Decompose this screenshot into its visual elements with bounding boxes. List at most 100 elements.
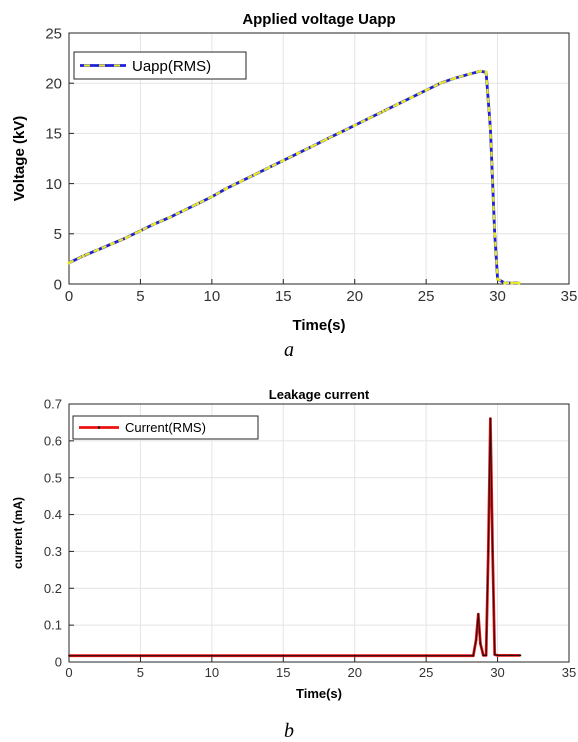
- x-tick-label: 0: [65, 665, 72, 680]
- x-tick-label: 15: [275, 288, 292, 305]
- data-point: [495, 277, 500, 281]
- data-point: [453, 76, 457, 80]
- data-point: [489, 417, 492, 420]
- data-point: [338, 130, 343, 134]
- legend-swatch-marker: [97, 426, 101, 429]
- x-tick-label: 10: [205, 665, 219, 680]
- data-point: [472, 654, 475, 657]
- chart-title: Applied voltage Uapp: [242, 11, 395, 28]
- data-point: [295, 151, 300, 156]
- data-point: [138, 229, 143, 233]
- legend: Current(RMS): [72, 415, 259, 440]
- x-tick-label: 35: [562, 665, 576, 680]
- chart-title: Leakage current: [269, 387, 370, 402]
- data-point: [95, 248, 100, 252]
- data-point: [485, 654, 488, 657]
- y-tick-label: 20: [45, 75, 62, 92]
- data-point: [381, 109, 385, 113]
- data-point: [68, 654, 70, 657]
- data-point: [479, 642, 482, 645]
- data-point: [195, 202, 200, 206]
- data-point: [353, 123, 357, 127]
- data-point: [324, 137, 328, 142]
- y-tick-label: 15: [45, 126, 62, 143]
- data-point: [467, 72, 471, 76]
- data-point: [281, 158, 285, 163]
- data-point: [488, 126, 493, 130]
- legend-label: Current(RMS): [125, 420, 206, 435]
- data-point: [475, 638, 478, 641]
- y-tick-label: 0.1: [44, 618, 62, 633]
- y-tick-label: 0.2: [44, 581, 62, 596]
- x-tick-label: 5: [136, 288, 144, 305]
- figure-caption: b: [284, 720, 294, 742]
- y-axis-label: Voltage (kV): [11, 116, 28, 202]
- legend-box: [72, 415, 259, 440]
- data-point: [487, 550, 490, 553]
- data-point: [110, 242, 114, 246]
- data-point: [81, 254, 85, 258]
- legend-label: Uapp(RMS): [132, 58, 211, 75]
- x-tick-label: 30: [489, 288, 506, 305]
- data-point: [478, 69, 483, 73]
- data-point: [153, 222, 157, 226]
- x-tick-label: 20: [346, 288, 363, 305]
- data-point: [67, 261, 71, 265]
- data-point: [410, 95, 414, 99]
- chart-2: 0 5 10 15 20 25 30 35 0 0.1 0.2 0.3 0.4 0.5 0.6 0.7 Curr…: [11, 387, 576, 742]
- axes-box: [68, 403, 570, 663]
- data-point: [510, 654, 513, 657]
- data-point: [224, 187, 228, 191]
- data-point: [253, 172, 257, 177]
- x-tick-label: 20: [347, 665, 361, 680]
- y-tick-label: 0.3: [44, 544, 62, 559]
- x-tick-label: 30: [490, 665, 504, 680]
- data-point: [510, 281, 514, 285]
- y-axis-label: current (mA): [11, 497, 25, 569]
- data-point: [181, 209, 185, 213]
- y-tick-label: 0.4: [44, 507, 62, 522]
- data-point: [493, 653, 496, 656]
- data-point: [124, 236, 128, 240]
- data-point: [353, 654, 356, 657]
- x-tick-label: 5: [137, 665, 144, 680]
- data-point: [210, 195, 214, 199]
- legend: Uapp(RMS): [73, 51, 247, 80]
- data-point: [424, 88, 428, 92]
- x-tick-label: 10: [204, 288, 221, 305]
- y-tick-label: 5: [54, 226, 62, 243]
- y-tick-label: 0.5: [44, 470, 62, 485]
- data-point: [477, 613, 480, 615]
- figure-caption: a: [284, 339, 294, 361]
- y-tick-label: 0.7: [44, 397, 62, 412]
- data-point: [482, 654, 485, 657]
- data-point: [517, 281, 521, 285]
- x-tick-label: 0: [65, 288, 73, 305]
- data-point: [210, 654, 213, 657]
- x-tick-label: 25: [418, 288, 435, 305]
- data-point: [282, 654, 285, 657]
- data-point: [503, 281, 507, 285]
- y-tick-label: 0: [55, 655, 62, 670]
- data-point: [425, 654, 428, 657]
- data-point: [267, 165, 271, 170]
- data-point: [167, 216, 171, 220]
- x-tick-label: 15: [276, 665, 290, 680]
- y-tick-label: 0.6: [44, 433, 62, 448]
- y-tick-label: 10: [45, 176, 62, 193]
- axes-box: [68, 32, 570, 285]
- data-point: [491, 550, 494, 553]
- x-tick-label: 25: [419, 665, 433, 680]
- x-axis-label: Time(s): [296, 686, 342, 701]
- data-point: [238, 179, 243, 184]
- data-point: [438, 81, 443, 85]
- data-point: [367, 116, 371, 120]
- data-point: [519, 654, 522, 657]
- data-point: [395, 102, 400, 106]
- data-point: [310, 144, 314, 149]
- data-point: [493, 232, 497, 236]
- x-tick-label: 35: [561, 288, 578, 305]
- data-point: [496, 654, 499, 657]
- x-axis-label: Time(s): [292, 317, 345, 334]
